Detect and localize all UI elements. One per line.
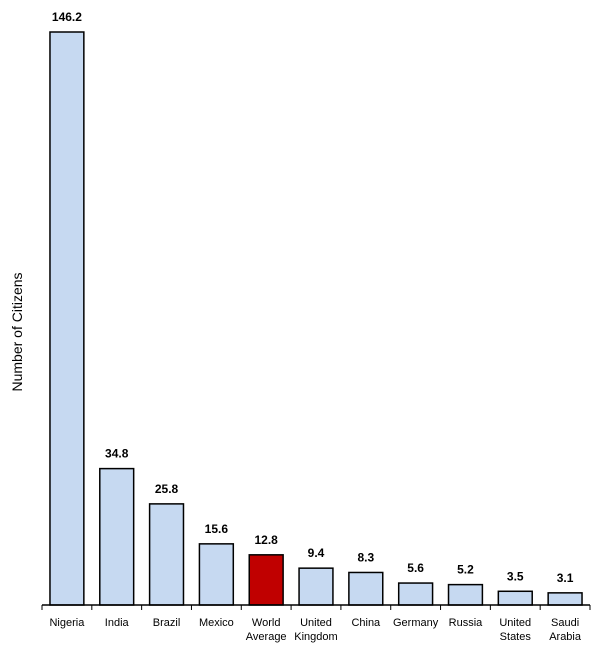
value-label: 5.6	[407, 561, 424, 575]
value-label: 8.3	[357, 550, 374, 564]
bar-nigeria	[49, 31, 85, 606]
x-tick-label: Russia	[449, 617, 484, 629]
bar-united-states	[497, 590, 533, 606]
x-axis-ticks	[41, 605, 591, 610]
value-label: 146.2	[52, 10, 82, 24]
bar-brazil	[148, 503, 185, 606]
bar-saudi-arabia	[547, 592, 583, 606]
y-axis-title: Number of Citizens	[9, 272, 25, 391]
value-label: 34.8	[105, 447, 129, 461]
bar-mexico	[198, 543, 235, 606]
bar-india	[99, 467, 135, 606]
value-label: 15.6	[205, 522, 229, 536]
x-tick-labels: Nigeria India Brazil Mexico World Average Unit…	[49, 617, 581, 643]
x-tick-label: Nigeria	[49, 617, 85, 629]
bar-germany	[397, 582, 434, 606]
value-label: 25.8	[155, 482, 179, 496]
x-tick-label: China	[351, 617, 381, 629]
value-label: 12.8	[255, 533, 279, 547]
x-tick-label: United Kingdom	[294, 617, 337, 643]
x-tick-label: Saudi Arabia	[549, 617, 582, 643]
bar-united-kingdom	[298, 567, 334, 606]
x-tick-label: United States	[499, 617, 531, 643]
bars	[49, 31, 583, 606]
value-labels: 146.2 34.8 25.8 15.6 12.8 9.4 8.3 5.6 5.2 3.5 3.1	[52, 10, 574, 585]
value-label: 9.4	[308, 546, 325, 560]
x-tick-label: India	[105, 617, 130, 629]
value-label: 5.2	[457, 563, 474, 577]
bar-world-average	[248, 554, 284, 606]
x-tick-label: Mexico	[199, 617, 234, 629]
bar-russia	[447, 583, 484, 606]
bar-china	[348, 571, 384, 606]
value-label: 3.1	[557, 571, 574, 585]
x-tick-label: Brazil	[153, 617, 181, 629]
x-tick-label: Germany	[393, 617, 439, 629]
value-label: 3.5	[507, 569, 524, 583]
x-tick-label: World Average	[246, 617, 287, 643]
